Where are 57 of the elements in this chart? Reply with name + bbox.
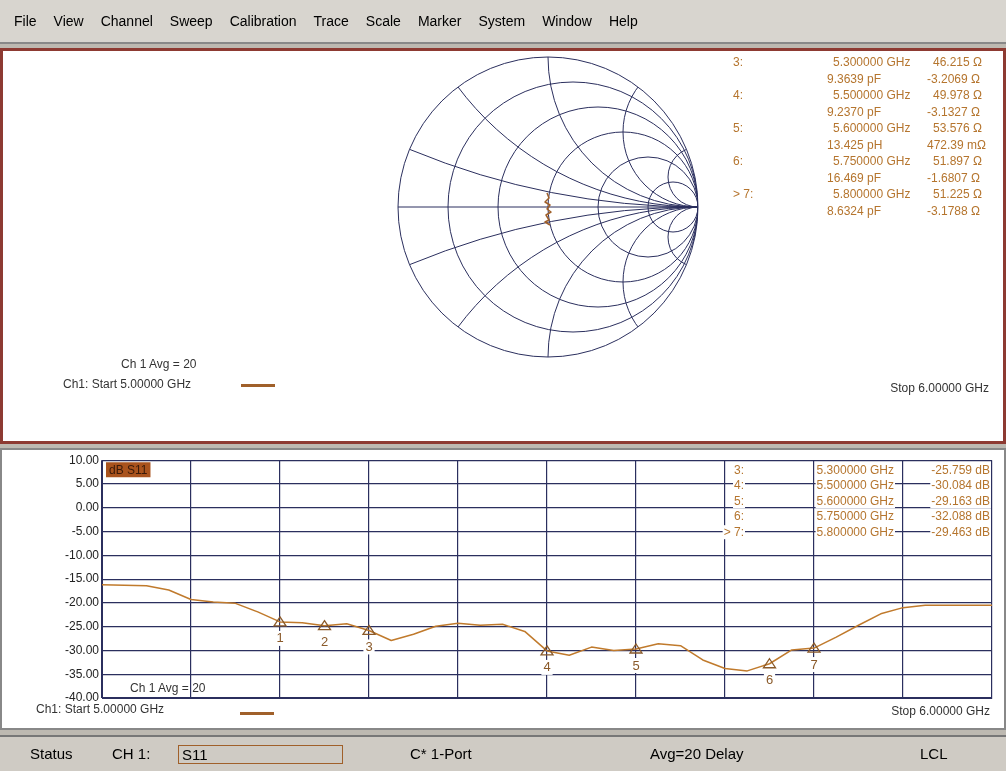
text: Scale — [365, 13, 401, 29]
text: 9.3639 pF -3.2069 Ω — [826, 71, 981, 86]
text: 16.469 pF -1.6807 Ω — [826, 170, 981, 185]
y-tick-label: -25.00 — [64, 618, 100, 633]
text: 4: 5.500000 GHz -30.084 dB — [733, 478, 990, 493]
annotation: dB S11 — [109, 462, 148, 477]
y-tick-label: -40.00 — [64, 690, 100, 705]
y-tick-label: 0.00 — [75, 500, 100, 515]
text: Channel — [100, 13, 153, 29]
y-tick-label: -20.00 — [64, 595, 100, 610]
text: Status — [30, 745, 73, 762]
text: Avg=20 Delay — [650, 745, 744, 762]
text: 9.2370 pF -3.1327 Ω — [826, 104, 981, 119]
text: > 7: 5.800000 GHz 51.225 Ω — [733, 187, 983, 201]
text: View — [53, 13, 84, 29]
text: CH 1: — [112, 745, 151, 762]
annotation: 1 — [276, 630, 284, 646]
annotation: 5 — [632, 657, 640, 673]
text: 6: 5.750000 GHz -32.088 dB — [733, 509, 990, 524]
text: Stop 6.00000 GHz — [891, 704, 990, 719]
text: Marker — [417, 13, 462, 29]
text: Trace — [313, 13, 349, 29]
text: Calibration — [229, 13, 297, 29]
y-tick-label: -30.00 — [64, 642, 100, 657]
text: 6: 5.750000 GHz 51.897 Ω — [733, 154, 983, 168]
text: Window — [542, 13, 592, 29]
y-tick-label: -15.00 — [64, 571, 100, 586]
annotation: 2 — [320, 634, 329, 650]
text: 8.6324 pF -3.1788 Ω — [826, 203, 981, 218]
annotation: 7 — [810, 656, 818, 672]
annotation: 6 — [765, 672, 774, 688]
text: 3: 5.300000 GHz 46.215 Ω — [733, 55, 983, 69]
text: System — [478, 13, 526, 29]
text: 5: 5.600000 GHz -29.163 dB — [733, 493, 990, 508]
text: 4: 5.500000 GHz 49.978 Ω — [733, 88, 983, 102]
text: Stop 6.00000 GHz — [890, 381, 989, 395]
text: 13.425 pH 472.39 mΩ — [826, 137, 987, 152]
text: Ch1: Start 5.00000 GHz — [63, 377, 192, 391]
y-tick-label: -5.00 — [71, 523, 100, 538]
y-tick-label: -35.00 — [64, 666, 100, 681]
annotation: 3 — [365, 639, 373, 655]
text: Ch 1 Avg = 20 — [121, 357, 197, 371]
text: File — [14, 13, 37, 29]
y-tick-label: 5.00 — [75, 476, 100, 491]
y-tick-label: 10.00 — [68, 452, 100, 467]
text: Sweep — [169, 13, 213, 29]
text: S11 — [178, 745, 343, 764]
text: LCL — [920, 745, 948, 762]
text: > 7: 5.800000 GHz -29.463 dB — [723, 524, 990, 539]
y-tick-label: -10.00 — [64, 547, 100, 562]
annotation: Ch 1 Avg = 20 — [130, 681, 206, 696]
text: Help — [608, 13, 638, 29]
text: Ch1: Start 5.00000 GHz — [36, 702, 165, 717]
text: C* 1-Port — [410, 745, 472, 762]
text: 3: 5.300000 GHz -25.759 dB — [733, 462, 990, 477]
text: 5: 5.600000 GHz 53.576 Ω — [733, 121, 983, 135]
annotation: 4 — [543, 659, 551, 675]
